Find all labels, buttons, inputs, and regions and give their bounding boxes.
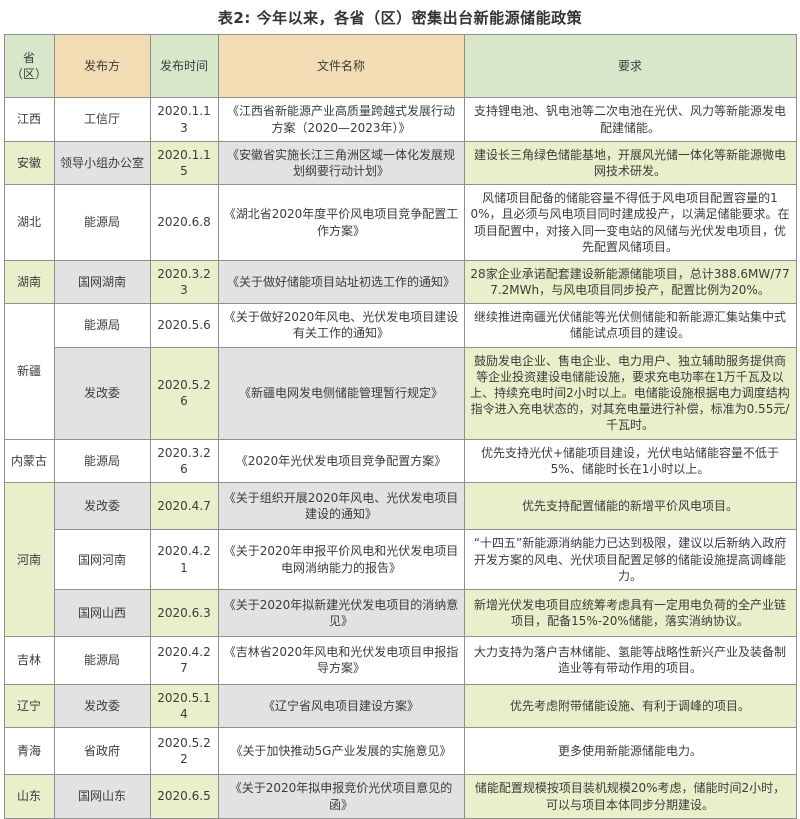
document-cell: 《关于2020年申报平价风电和光伏发电项目电网消纳能力的报告》 bbox=[217, 529, 465, 590]
document-cell: 《新疆电网发电侧储能管理暂行规定》 bbox=[217, 346, 465, 440]
province-cell: 安徽 bbox=[3, 140, 55, 186]
publisher-cell: 省政府 bbox=[53, 726, 151, 776]
requirement-cell: 优先支持光伏+储能项目建设，光伏电站储能容量不低于5%、储能时长在1小时以上。 bbox=[463, 438, 797, 483]
table-row: 辽宁 发改委 2020.5.14 《辽宁省风电项目建设方案》 优先考虑附带储能设… bbox=[3, 683, 797, 729]
table-row: 国网河南 2020.4.21 《关于2020年申报平价风电和光伏发电项目电网消纳… bbox=[4, 529, 797, 590]
requirement-cell: 储能配置规模按项目装机规模20%考虑，储能时间2小时，可以与项目本体同步分期建设… bbox=[463, 774, 797, 819]
date-cell: 2020.5.26 bbox=[149, 346, 219, 440]
table-row: 安徽 领导小组办公室 2020.1.15 《安徽省实施长江三角洲区域一体化发展规… bbox=[3, 140, 797, 186]
document-cell: 《关于2020年拟新建光伏发电项目的消纳意见》 bbox=[217, 588, 465, 638]
table-row: 湖南 国网湖南 2020.3.23 《关于做好储能项目站址初选工作的通知》 28… bbox=[3, 259, 797, 305]
date-cell: 2020.5.14 bbox=[149, 683, 219, 729]
header-date: 发布时间 bbox=[149, 33, 219, 99]
document-cell: 《关于组织开展2020年风电、光伏发电项目建设的通知》 bbox=[217, 481, 465, 531]
province-cell: 河南 bbox=[3, 481, 55, 638]
policy-table: 省（区） 发布方 发布时间 文件名称 要求 江西 工信厅 2020.1.13 《… bbox=[3, 33, 797, 819]
publisher-cell: 能源局 bbox=[53, 184, 151, 261]
requirement-cell: 鼓励发电企业、售电企业、电力用户、独立辅助服务提供商等企业投资建设电储能设施，要… bbox=[463, 346, 797, 440]
document-cell: 《辽宁省风电项目建设方案》 bbox=[217, 683, 465, 729]
table-row: 吉林 能源局 2020.4.27 《吉林省2020年风电和光伏发电项目申报指导方… bbox=[3, 636, 797, 685]
requirement-cell: 28家企业承诺配套建设新能源储能项目，总计388.6MW/777.2MWh，与风… bbox=[463, 259, 797, 305]
document-cell: 《安徽省实施长江三角洲区域一体化发展规划纲要行动计划》 bbox=[217, 140, 465, 186]
publisher-cell: 工信厅 bbox=[53, 97, 151, 142]
province-cell: 内蒙古 bbox=[3, 438, 55, 483]
province-cell: 辽宁 bbox=[3, 683, 55, 729]
table-row: 发改委 2020.5.26 《新疆电网发电侧储能管理暂行规定》 鼓励发电企业、售… bbox=[4, 346, 797, 440]
table-row: 青海 省政府 2020.5.22 《关于加快推动5G产业发展的实施意见》 更多使… bbox=[3, 726, 797, 776]
header-province: 省（区） bbox=[3, 33, 55, 99]
province-cell: 湖南 bbox=[3, 259, 55, 305]
date-cell: 2020.5.6 bbox=[149, 303, 219, 348]
province-cell: 青海 bbox=[3, 726, 55, 776]
document-cell: 《关于加快推动5G产业发展的实施意见》 bbox=[217, 726, 465, 776]
requirement-cell: “十四五”新能源消纳能力已达到极限，建议以后新纳入政府开发方案的风电、光伏项目配… bbox=[463, 529, 797, 590]
document-cell: 《关于做好储能项目站址初选工作的通知》 bbox=[217, 259, 465, 305]
date-cell: 2020.5.22 bbox=[149, 726, 219, 776]
publisher-cell: 领导小组办公室 bbox=[53, 140, 151, 186]
date-cell: 2020.4.7 bbox=[149, 481, 219, 531]
date-cell: 2020.6.8 bbox=[149, 184, 219, 261]
province-cell: 湖北 bbox=[3, 184, 55, 261]
header-document: 文件名称 bbox=[217, 33, 465, 99]
publisher-cell: 发改委 bbox=[53, 346, 151, 440]
requirement-cell: 支持锂电池、钒电池等二次电池在光伏、风力等新能源发电配建储能。 bbox=[463, 97, 797, 142]
publisher-cell: 国网山东 bbox=[53, 774, 151, 819]
table-row: 新疆 能源局 2020.5.6 《关于做好2020年风电、光伏发电项目建设有关工… bbox=[3, 303, 797, 440]
table-row: 国网山西 2020.6.3 《关于2020年拟新建光伏发电项目的消纳意见》 新增… bbox=[4, 588, 797, 638]
publisher-cell: 国网山西 bbox=[53, 588, 151, 638]
page-title: 表2: 今年以来，各省（区）密集出台新能源储能政策 bbox=[217, 9, 583, 27]
requirement-cell: 风储项目配备的储能容量不得低于风电项目配置容量的10%，且必须与风电项目同时建成… bbox=[463, 184, 797, 261]
publisher-cell: 发改委 bbox=[53, 683, 151, 729]
publisher-cell: 能源局 bbox=[53, 303, 151, 348]
publisher-cell: 能源局 bbox=[53, 438, 151, 483]
requirement-cell: 大力支持为落户吉林储能、氢能等战略性新兴产业及装备制造业等有带动作用的项目。 bbox=[463, 636, 797, 685]
province-cell: 江西 bbox=[3, 97, 55, 142]
publisher-cell: 发改委 bbox=[53, 481, 151, 531]
document-cell: 《吉林省2020年风电和光伏发电项目申报指导方案》 bbox=[217, 636, 465, 685]
header-publisher: 发布方 bbox=[53, 33, 151, 99]
date-cell: 2020.6.3 bbox=[149, 588, 219, 638]
publisher-cell: 能源局 bbox=[53, 636, 151, 685]
date-cell: 2020.4.27 bbox=[149, 636, 219, 685]
header-requirement: 要求 bbox=[463, 33, 797, 99]
date-cell: 2020.1.13 bbox=[149, 97, 219, 142]
requirement-cell: 更多使用新能源储能电力。 bbox=[463, 726, 797, 776]
date-cell: 2020.3.23 bbox=[149, 259, 219, 305]
table-row: 湖北 能源局 2020.6.8 《湖北省2020年度平价风电项目竞争配置工作方案… bbox=[3, 184, 797, 261]
table-row: 河南 发改委 2020.4.7 《关于组织开展2020年风电、光伏发电项目建设的… bbox=[3, 481, 797, 638]
publisher-cell: 国网河南 bbox=[53, 529, 151, 590]
province-cell: 新疆 bbox=[3, 303, 55, 440]
table-row: 内蒙古 能源局 2020.3.26 《2020年光伏发电项目竞争配置方案》 优先… bbox=[3, 438, 797, 483]
requirement-cell: 继续推进南疆光伏储能等光伏侧储能和新能源汇集站集中式储能试点项目的建设。 bbox=[463, 303, 797, 348]
province-cell: 吉林 bbox=[3, 636, 55, 685]
table-row: 江西 工信厅 2020.1.13 《江西省新能源产业高质量跨越式发展行动方案（2… bbox=[3, 97, 797, 142]
date-cell: 2020.6.5 bbox=[149, 774, 219, 819]
table-row: 山东 国网山东 2020.6.5 《关于2020年拟申报竞价光伏项目意见的函》 … bbox=[3, 774, 797, 819]
document-cell: 《江西省新能源产业高质量跨越式发展行动方案（2020—2023年）》 bbox=[217, 97, 465, 142]
document-cell: 《湖北省2020年度平价风电项目竞争配置工作方案》 bbox=[217, 184, 465, 261]
document-cell: 《关于做好2020年风电、光伏发电项目建设有关工作的通知》 bbox=[217, 303, 465, 348]
requirement-cell: 优先考虑附带储能设施、有利于调峰的项目。 bbox=[463, 683, 797, 729]
table-header-row: 省（区） 发布方 发布时间 文件名称 要求 bbox=[3, 33, 797, 99]
province-cell: 山东 bbox=[3, 774, 55, 819]
document-cell: 《关于2020年拟申报竞价光伏项目意见的函》 bbox=[217, 774, 465, 819]
document-cell: 《2020年光伏发电项目竞争配置方案》 bbox=[217, 438, 465, 483]
publisher-cell: 国网湖南 bbox=[53, 259, 151, 305]
requirement-cell: 建设长三角绿色储能基地，开展风光储一体化等新能源微电网技术研发。 bbox=[463, 140, 797, 186]
date-cell: 2020.3.26 bbox=[149, 438, 219, 483]
date-cell: 2020.4.21 bbox=[149, 529, 219, 590]
requirement-cell: 优先支持配置储能的新增平价风电项目。 bbox=[463, 481, 797, 531]
date-cell: 2020.1.15 bbox=[149, 140, 219, 186]
requirement-cell: 新增光伏发电项目应统筹考虑具有一定用电负荷的全产业链项目，配备15%-20%储能… bbox=[463, 588, 797, 638]
